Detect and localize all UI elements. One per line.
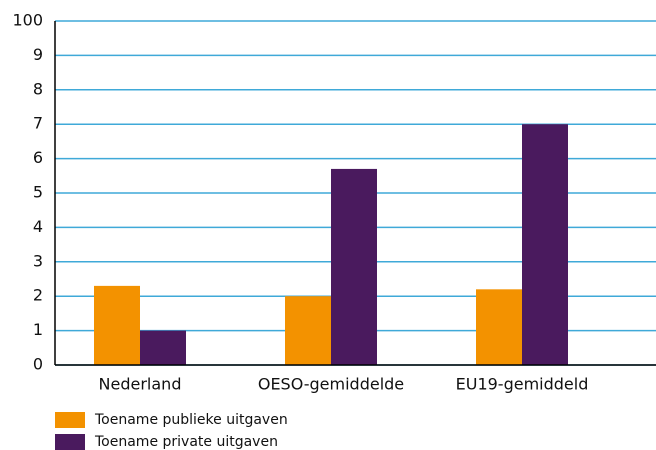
y-tick-label: 9 <box>33 45 43 64</box>
bar <box>140 330 186 365</box>
legend-swatch <box>55 434 85 450</box>
bar <box>94 285 140 365</box>
y-tick-label: 6 <box>33 148 43 167</box>
bar <box>331 168 377 365</box>
legend-swatch <box>55 412 85 428</box>
y-tick-label: 1 <box>33 320 43 339</box>
y-tick-label: 7 <box>33 114 43 133</box>
x-tick-label: OESO-gemiddelde <box>258 375 404 394</box>
bar <box>476 289 522 365</box>
x-tick-label: Nederland <box>99 375 182 394</box>
x-tick-label: EU19-gemiddeld <box>456 375 589 394</box>
bar <box>285 296 331 365</box>
y-tick-label: 8 <box>33 79 43 98</box>
y-tick-label: 4 <box>33 217 43 236</box>
y-tick-label: 2 <box>33 286 43 305</box>
y-tick-label: 5 <box>33 183 43 202</box>
bar <box>522 124 568 365</box>
y-tick-label: 3 <box>33 251 43 270</box>
legend-label: Toename publieke uitgaven <box>94 412 288 428</box>
legend-label: Toename private uitgaven <box>94 434 278 450</box>
y-tick-label: 100 <box>12 11 43 30</box>
y-tick-label: 0 <box>33 355 43 374</box>
